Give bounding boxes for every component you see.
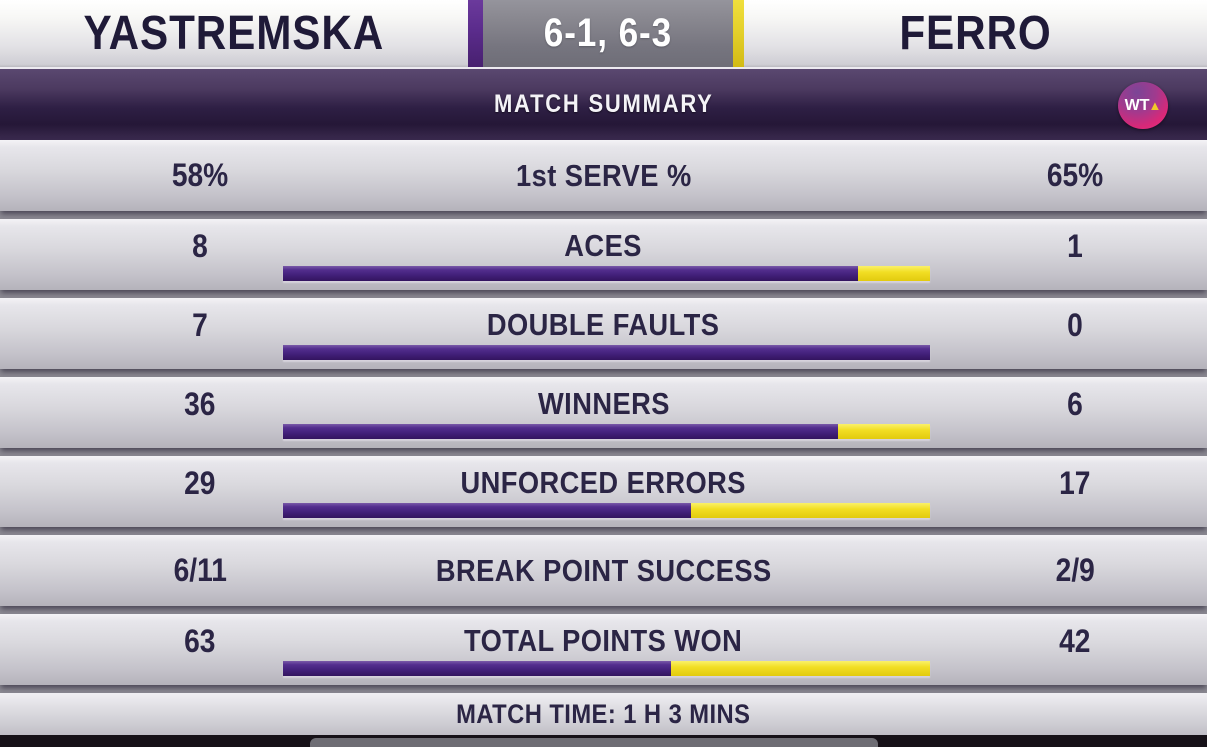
stat-row: 58% 1st SERVE % 65% (0, 140, 1207, 211)
stat-row-line: 63 TOTAL POINTS WON 42 (0, 614, 1207, 668)
stat-value-left: 63 (120, 614, 280, 668)
stat-label-text: 1st SERVE % (515, 157, 692, 193)
stat-label-text: BREAK POINT SUCCESS (435, 552, 772, 588)
player-name-left: YASTREMSKA (0, 0, 468, 67)
stat-value-right: 65% (995, 140, 1155, 211)
stat-value-left-text: 63 (184, 622, 216, 659)
stats-table: 58% 1st SERVE % 65% 8 ACES 1 7 DOUBLE FAULTS 0 36… (0, 140, 1207, 747)
wta-logo-text: WT (1124, 96, 1150, 114)
stat-label: 1st SERVE % (0, 140, 1207, 211)
player-name-right: FERRO (744, 0, 1207, 67)
stat-bar-left-fill (283, 503, 691, 518)
stat-row-line: 8 ACES 1 (0, 219, 1207, 273)
stat-bar (283, 266, 930, 281)
stat-value-left: 29 (120, 456, 280, 510)
stat-row: 6/11 BREAK POINT SUCCESS 2/9 (0, 535, 1207, 606)
stat-bar-left-fill (283, 345, 930, 360)
stat-value-left: 58% (120, 140, 280, 211)
summary-title: MATCH SUMMARY (493, 90, 714, 118)
footer-tab (310, 738, 878, 747)
summary-bar: MATCH SUMMARY WT ▲ (0, 67, 1207, 140)
stat-bar-right-fill (671, 661, 930, 676)
stat-label-text: UNFORCED ERRORS (460, 465, 747, 500)
stat-label: WINNERS (0, 377, 1207, 431)
wta-logo-triangle-icon: ▲ (1148, 98, 1162, 113)
footer-strip (0, 735, 1207, 747)
stat-value-right-text: 65% (1046, 157, 1104, 193)
stat-label-text: WINNERS (537, 386, 670, 421)
stat-value-left: 6/11 (120, 535, 280, 606)
wta-logo-icon: WT ▲ (1118, 82, 1168, 129)
stat-value-left: 7 (120, 298, 280, 352)
stat-value-right-text: 17 (1059, 464, 1091, 501)
stat-row: 7 DOUBLE FAULTS 0 (0, 298, 1207, 369)
stat-label-text: DOUBLE FAULTS (487, 307, 720, 342)
stat-row: 29 UNFORCED ERRORS 17 (0, 456, 1207, 527)
stat-value-left: 8 (120, 219, 280, 273)
stat-label-text: ACES (564, 228, 643, 263)
match-time-row: MATCH TIME: 1 H 3 MINS (0, 693, 1207, 735)
score-accent-purple (468, 0, 483, 67)
stat-value-right: 42 (995, 614, 1155, 668)
stat-bar (283, 424, 930, 439)
stat-value-right-text: 6 (1067, 385, 1083, 422)
score-text: 6-1, 6-3 (543, 11, 673, 55)
stat-bar-right-fill (858, 266, 930, 281)
stat-value-right-text: 1 (1067, 227, 1083, 264)
stat-value-left-text: 8 (192, 227, 208, 264)
stat-value-right: 1 (995, 219, 1155, 273)
stat-bar (283, 345, 930, 360)
stat-label: ACES (0, 219, 1207, 273)
stat-value-right-text: 42 (1059, 622, 1091, 659)
stat-row-line: 29 UNFORCED ERRORS 17 (0, 456, 1207, 510)
stat-bar (283, 661, 930, 676)
player-name-right-text: FERRO (899, 7, 1052, 60)
stat-value-right-text: 2/9 (1055, 552, 1095, 588)
stat-bar (283, 503, 930, 518)
stat-bar-right-fill (690, 503, 930, 518)
stat-value-right: 17 (995, 456, 1155, 510)
stat-row: 8 ACES 1 (0, 219, 1207, 290)
stat-value-left-text: 29 (184, 464, 216, 501)
stat-bar-left-fill (283, 266, 859, 281)
stat-row: 63 TOTAL POINTS WON 42 (0, 614, 1207, 685)
stat-value-right-text: 0 (1067, 306, 1083, 343)
stat-value-left: 36 (120, 377, 280, 431)
stat-bar-right-fill (837, 424, 930, 439)
stat-label: UNFORCED ERRORS (0, 456, 1207, 510)
match-time-label: MATCH TIME: 1 H 3 MINS (456, 698, 751, 729)
stat-label: TOTAL POINTS WON (0, 614, 1207, 668)
stat-row-line: 6/11 BREAK POINT SUCCESS 2/9 (0, 535, 1207, 606)
stat-value-right: 0 (995, 298, 1155, 352)
stat-row-line: 36 WINNERS 6 (0, 377, 1207, 431)
stat-label-text: TOTAL POINTS WON (464, 623, 743, 658)
stat-label: DOUBLE FAULTS (0, 298, 1207, 352)
stat-value-left-text: 6/11 (173, 552, 227, 588)
stat-bar-left-fill (283, 661, 672, 676)
stat-bar-left-fill (283, 424, 838, 439)
stat-row: 36 WINNERS 6 (0, 377, 1207, 448)
stat-value-left-text: 58% (171, 157, 229, 193)
score-accent-yellow (733, 0, 744, 67)
player-name-left-text: YASTREMSKA (83, 7, 385, 60)
stat-value-right: 2/9 (995, 535, 1155, 606)
stat-value-left-text: 7 (192, 306, 208, 343)
match-header: YASTREMSKA 6-1, 6-3 FERRO (0, 0, 1207, 67)
score-box: 6-1, 6-3 (483, 0, 733, 67)
stat-row-line: 58% 1st SERVE % 65% (0, 140, 1207, 211)
stat-row-line: 7 DOUBLE FAULTS 0 (0, 298, 1207, 352)
stat-label: BREAK POINT SUCCESS (0, 535, 1207, 606)
stat-value-left-text: 36 (184, 385, 216, 422)
stat-value-right: 6 (995, 377, 1155, 431)
